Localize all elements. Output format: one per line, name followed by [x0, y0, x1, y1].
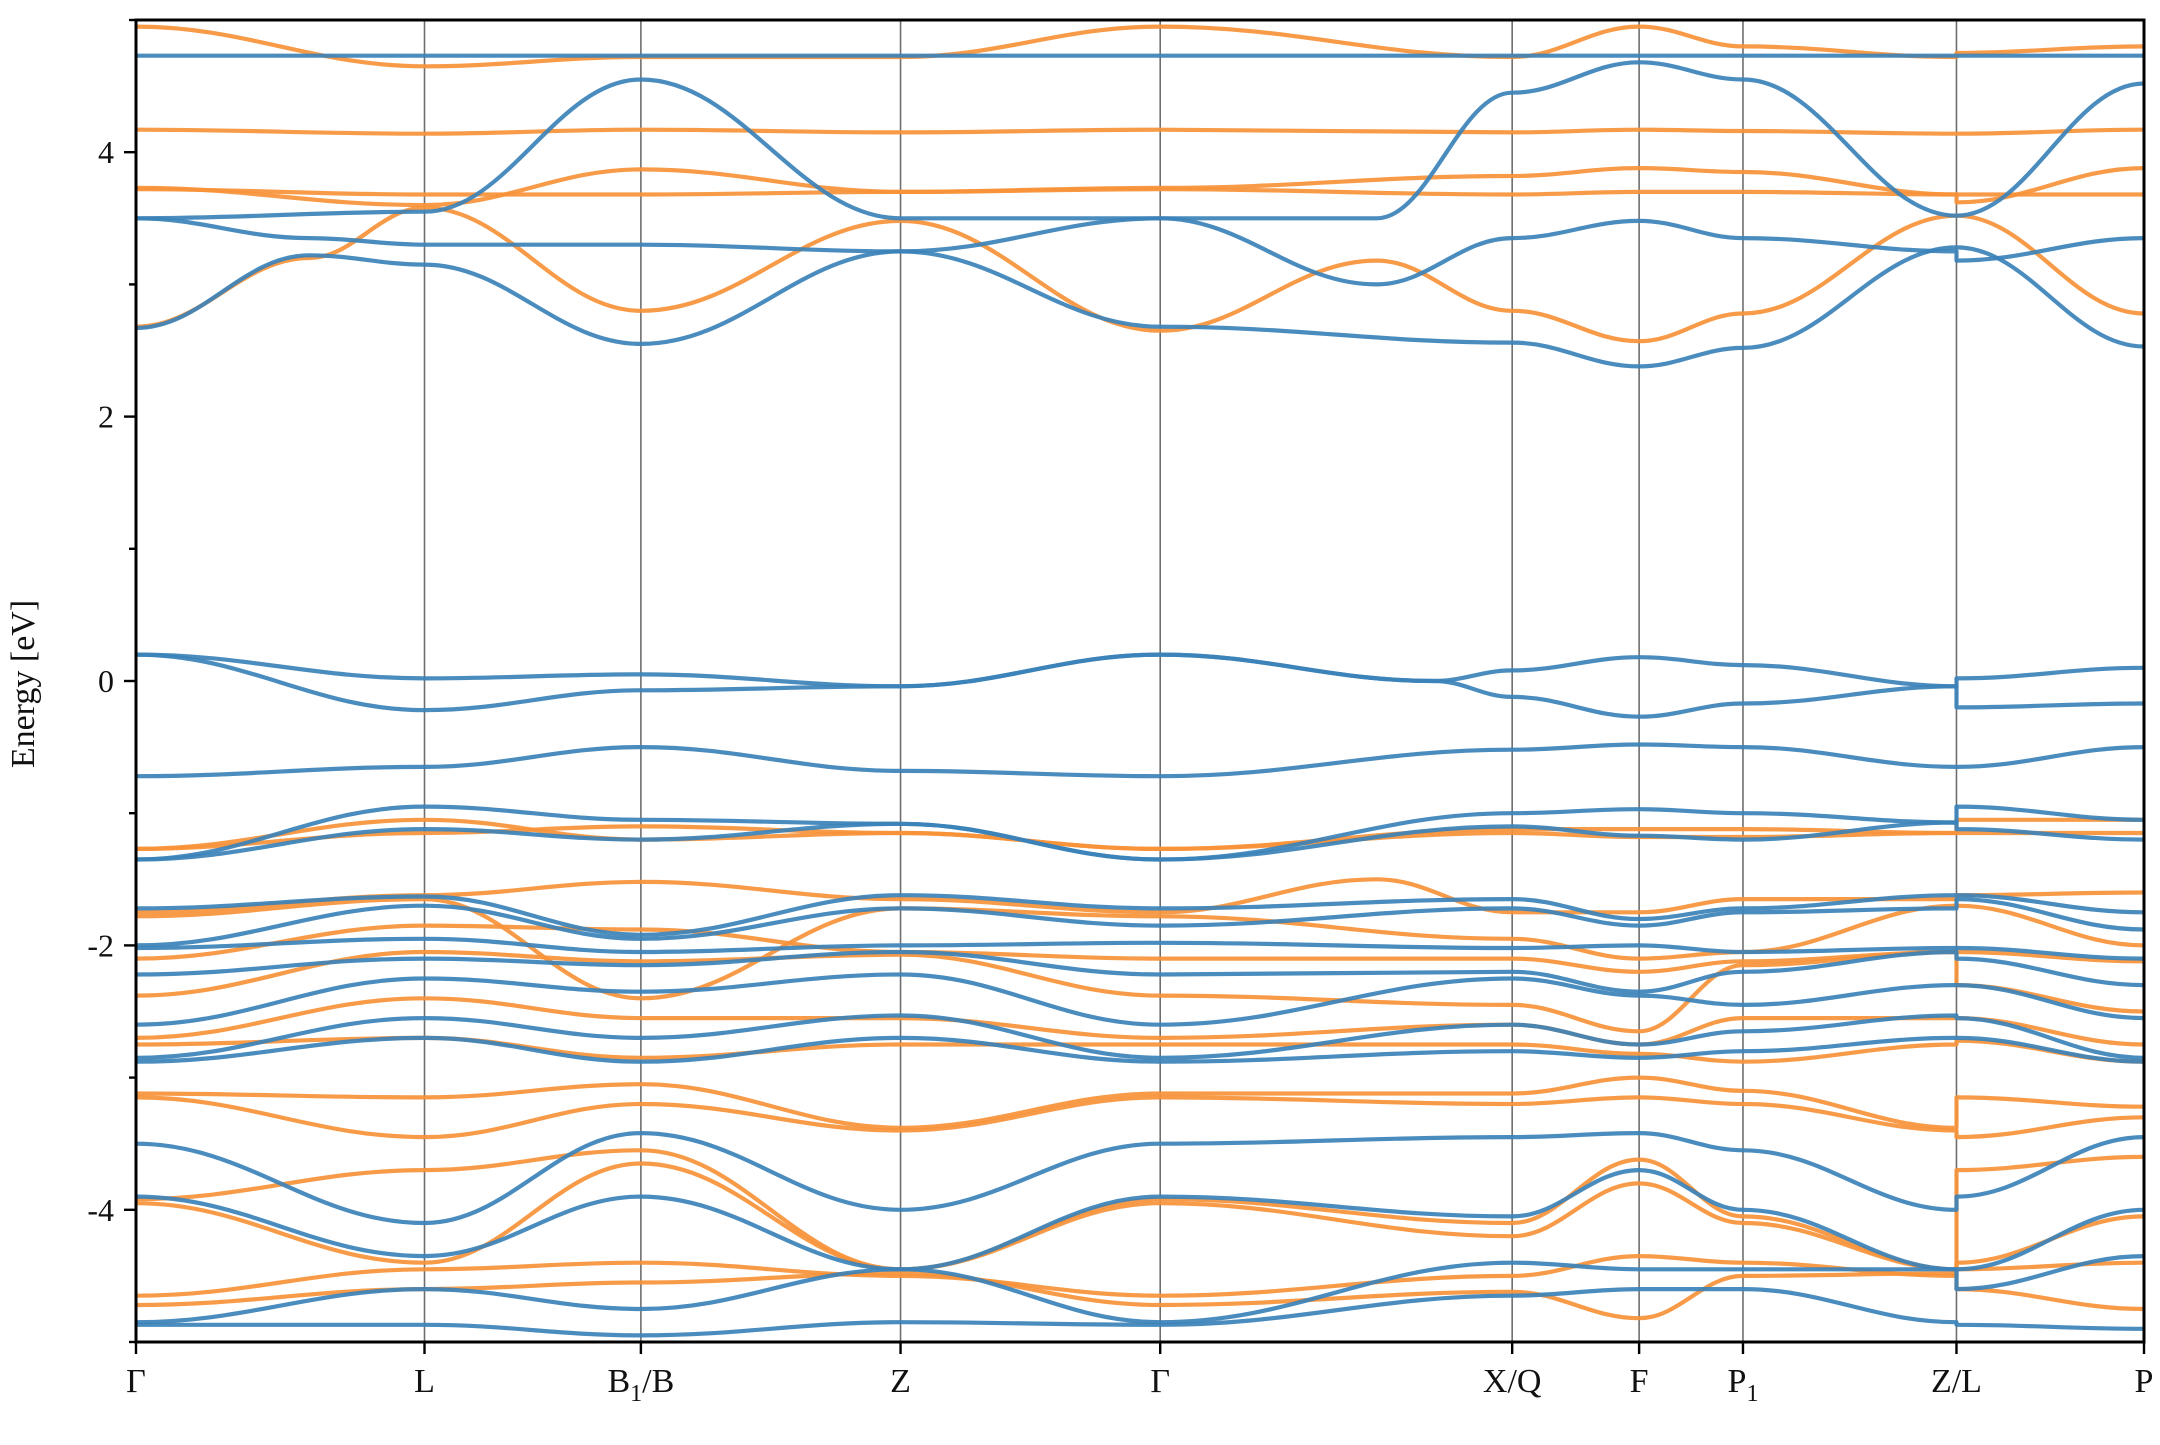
x-tick-label: P1 — [1728, 1363, 1759, 1407]
band-up-30 — [136, 936, 2144, 961]
band-up-27 — [136, 820, 2144, 862]
band-up-37 — [136, 1254, 2144, 1325]
x-tick-label: F — [1630, 1363, 1649, 1400]
y-tick-label: 4 — [98, 134, 114, 170]
band-up-35 — [136, 1131, 2144, 1226]
kpoint-lines — [423, 20, 1958, 1342]
y-tick-label: -4 — [87, 1192, 114, 1228]
band-down-1 — [136, 127, 2144, 136]
x-tick-label: Z/L — [1931, 1363, 1982, 1400]
x-tick-label: L — [414, 1363, 435, 1400]
band-down-7 — [136, 877, 2144, 915]
band-down-14 — [136, 1095, 2144, 1140]
band-up-34 — [136, 1035, 2144, 1064]
y-tick-label: 2 — [98, 399, 114, 435]
band-down-0 — [136, 24, 2144, 69]
x-tick-label: X/Q — [1483, 1363, 1542, 1400]
band-down-3 — [136, 187, 2144, 197]
band-down-11 — [136, 996, 2144, 1047]
x-tick-label: Z — [890, 1363, 911, 1400]
band-down-9 — [136, 923, 2144, 974]
band-up-29 — [136, 897, 2144, 948]
band-up-31 — [136, 949, 2144, 994]
band-down-15 — [136, 1148, 2144, 1272]
band-up-33 — [136, 1013, 2144, 1060]
band-up-22 — [136, 216, 2144, 287]
band-up-36 — [136, 1168, 2144, 1272]
x-axis: Γ L B1/B Z Γ X/Q F P1 Z/L P — [126, 1342, 2153, 1407]
band-lines — [136, 24, 2144, 1338]
band-down-18 — [136, 1271, 2144, 1321]
band-up-20 — [136, 60, 2144, 221]
x-tick-label: Γ — [1150, 1363, 1170, 1400]
band-up-38 — [136, 1286, 2144, 1338]
band-down-13 — [136, 1075, 2144, 1130]
band-down-10 — [136, 949, 2144, 1034]
band-down-4 — [136, 205, 2144, 344]
x-tick-label: B1/B — [607, 1363, 674, 1407]
y-axis-label: Energy [eV] — [5, 600, 42, 768]
x-tick-label: Γ — [126, 1363, 146, 1400]
y-tick-label: 0 — [98, 663, 114, 699]
band-up-32 — [136, 972, 2144, 1027]
band-down-2 — [136, 166, 2144, 208]
band-up-21 — [136, 245, 2144, 369]
band-up-28 — [136, 893, 2144, 937]
y-tick-label: -2 — [87, 927, 114, 963]
x-tick-label: P — [2135, 1363, 2154, 1400]
band-up-23 — [136, 652, 2144, 689]
band-down-16 — [136, 1161, 2144, 1272]
band-up-24 — [136, 652, 2144, 719]
band-up-25 — [136, 742, 2144, 779]
y-axis: 4 2 0 -2 -4 — [87, 18, 136, 1344]
